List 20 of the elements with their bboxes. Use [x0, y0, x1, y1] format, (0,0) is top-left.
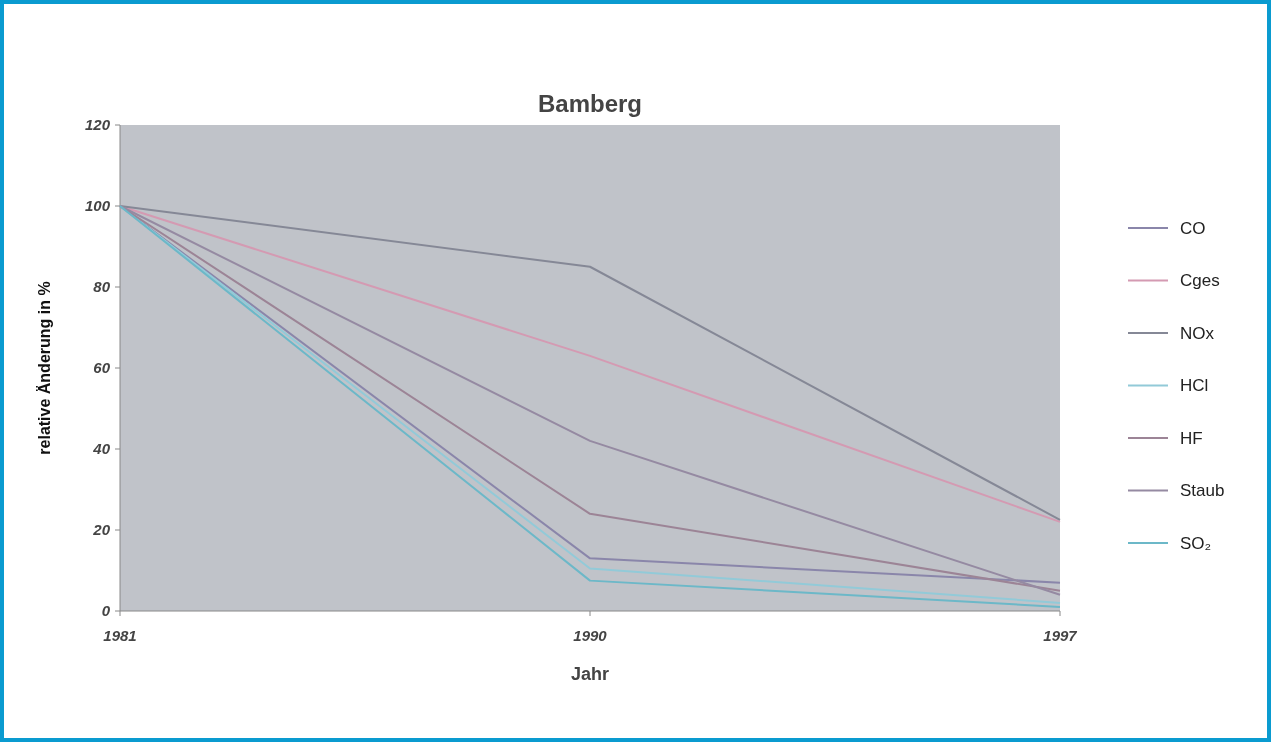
legend-label: CO	[1180, 218, 1206, 238]
legend-label: Cges	[1180, 271, 1220, 291]
legend-label: SO₂	[1180, 533, 1212, 553]
x-axis-title: Jahr	[570, 664, 610, 684]
x-tick-label: 1990	[573, 627, 608, 644]
y-tick-label: 80	[93, 278, 111, 296]
legend-label: HF	[1180, 428, 1203, 448]
legend-label: NOx	[1180, 323, 1215, 343]
y-axis-title: relative Änderung in %	[36, 281, 53, 455]
y-tick-label: 60	[93, 359, 111, 377]
chart-title: Bamberg	[537, 90, 643, 117]
legend-label: Staub	[1180, 481, 1225, 501]
y-tick-label: 100	[84, 197, 111, 215]
y-tick-label: 0	[101, 602, 111, 620]
x-tick-label: 1997	[1043, 627, 1078, 644]
legend-label: HCl	[1180, 376, 1209, 396]
x-tick-label: 1981	[103, 627, 137, 644]
y-tick-label: 40	[92, 440, 111, 458]
y-tick-label: 120	[84, 116, 111, 134]
y-tick-label: 20	[92, 521, 111, 539]
